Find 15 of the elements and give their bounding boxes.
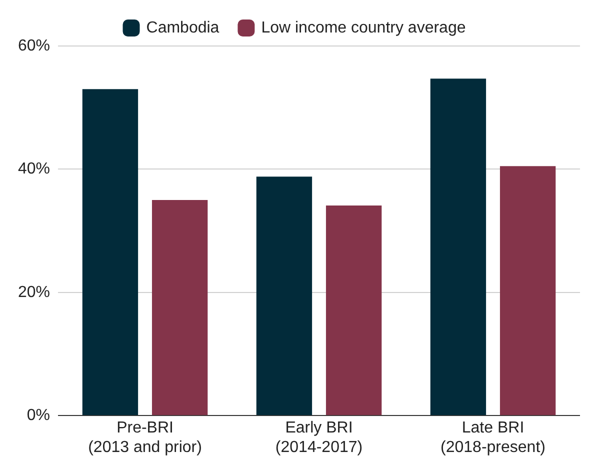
bar [500,166,556,416]
bar [430,78,486,416]
bar [82,89,138,416]
y-tick-label: 0% [26,407,50,424]
bar [256,176,312,416]
bar [152,200,208,416]
bar [326,206,382,416]
y-tick-label: 40% [18,160,50,178]
legend-label: Low income country average [261,19,466,36]
x-tick-label: Pre-BRI (2013 and prior) [88,420,202,456]
x-tick-label: Early BRI (2014-2017) [275,420,363,456]
y-tick-label: 60% [18,37,50,54]
legend-label: Cambodia [146,19,220,36]
y-tick-label: 20% [18,284,50,301]
x-tick-label: Late BRI (2018-present) [440,420,546,456]
